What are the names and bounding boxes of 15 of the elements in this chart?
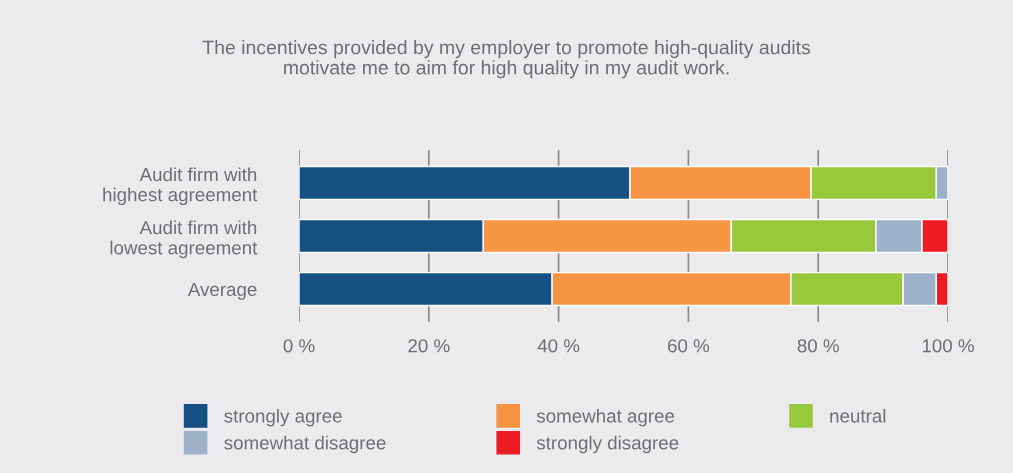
legend-label: somewhat agree	[536, 408, 675, 427]
chart-title: The incentives provided by my employer to promote high-quality audits motivate me to aim for high quality in my audit work.	[202, 40, 811, 79]
x-tick-label: 80 %	[797, 339, 839, 353]
x-tick-label: 0 %	[283, 339, 315, 353]
y-tick-label: Audit firm with highest agreement	[103, 167, 258, 206]
x-tick-label: 40 %	[537, 339, 580, 353]
legend-label: somewhat disagree	[224, 435, 386, 454]
legend-label: neutral	[830, 408, 886, 423]
y-tick-label: Average	[187, 282, 257, 300]
x-tick-label: 20 %	[408, 339, 450, 353]
legend-label: strongly disagree	[536, 435, 679, 454]
legend-label: strongly agree	[224, 408, 342, 427]
y-tick-label: Audit firm with lowest agreement	[110, 220, 258, 259]
x-tick-label: 100 %	[922, 339, 974, 353]
x-tick-label: 60 %	[667, 339, 710, 353]
